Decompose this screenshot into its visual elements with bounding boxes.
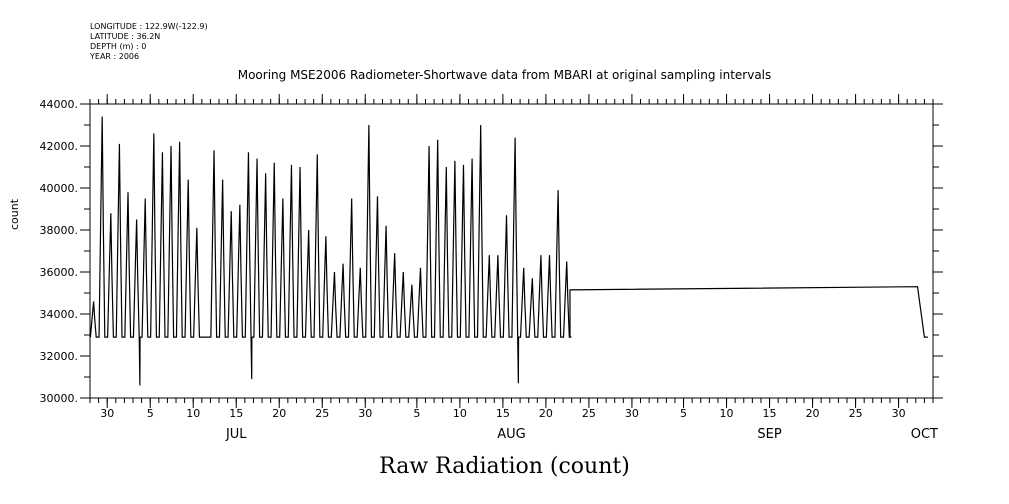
x-month-label: AUG [497,427,525,442]
x-month-label: JUL [225,427,247,442]
y-tick-label: 42000. [40,140,79,153]
x-tick-label: 15 [229,407,243,420]
y-tick-label: 30000. [40,392,79,405]
mooring-metadata: LONGITUDE : 122.9W(-122.9) LATITUDE : 36… [90,22,208,62]
y-tick-label: 44000. [40,98,79,111]
x-axis-label: Raw Radiation (count) [379,454,630,479]
longitude-label: LONGITUDE : 122.9W(-122.9) [90,22,208,31]
x-tick-label: 5 [147,407,154,420]
y-tick-label: 40000. [40,182,79,195]
y-tick-label: 36000. [40,266,79,279]
x-tick-label: 25 [315,407,329,420]
x-tick-label: 30 [892,407,906,420]
x-tick-label: 20 [272,407,286,420]
x-tick-label: 10 [453,407,467,420]
x-tick-label: 20 [806,407,820,420]
x-tick-label: 5 [413,407,420,420]
depth-label: DEPTH (m) : 0 [90,42,147,51]
x-tick-label: 30 [358,407,372,420]
x-month-label: SEP [757,427,781,442]
plot-frame [89,103,934,399]
latitude-label: LATITUDE : 36.2N [90,32,161,41]
x-tick-label: 25 [582,407,596,420]
year-label: YEAR : 2006 [90,52,140,61]
y-tick-label: 34000. [40,308,79,321]
x-tick-label: 30 [625,407,639,420]
x-tick-label: 20 [539,407,553,420]
y-tick-label: 38000. [40,224,79,237]
radiation-series-line [89,116,928,386]
x-tick-label: 30 [100,407,114,420]
x-tick-label: 5 [680,407,687,420]
x-tick-label: 25 [849,407,863,420]
x-tick-label: 10 [720,407,734,420]
x-tick-label: 15 [763,407,777,420]
x-tick-label: 15 [496,407,510,420]
y-tick-label: 32000. [40,350,79,363]
x-tick-label: 10 [186,407,200,420]
chart-title: Mooring MSE2006 Radiometer-Shortwave dat… [237,68,772,82]
x-month-label: OCT [911,427,938,442]
